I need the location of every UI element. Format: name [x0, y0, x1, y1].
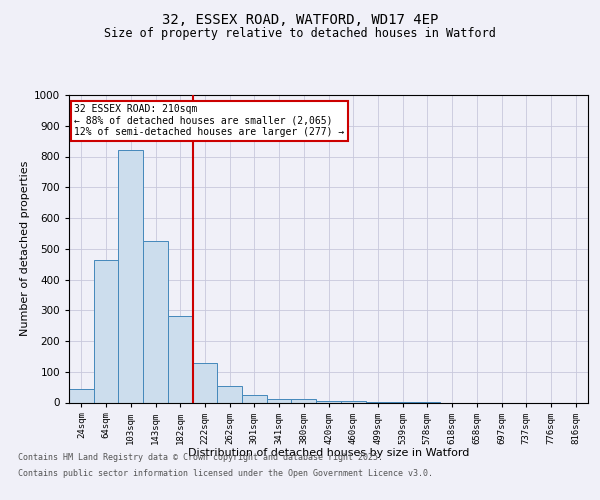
Bar [69, 388, 94, 402]
Text: Contains HM Land Registry data © Crown copyright and database right 2025.: Contains HM Land Registry data © Crown c… [18, 452, 383, 462]
Bar [242, 395, 267, 402]
Bar [143, 241, 168, 402]
X-axis label: Distribution of detached houses by size in Watford: Distribution of detached houses by size … [188, 448, 469, 458]
Bar [341, 401, 365, 402]
Bar [292, 399, 316, 402]
Bar [94, 260, 118, 402]
Bar [217, 386, 242, 402]
Bar [316, 401, 341, 402]
Text: 32 ESSEX ROAD: 210sqm
← 88% of detached houses are smaller (2,065)
12% of semi-d: 32 ESSEX ROAD: 210sqm ← 88% of detached … [74, 104, 344, 138]
Y-axis label: Number of detached properties: Number of detached properties [20, 161, 29, 336]
Bar [267, 400, 292, 402]
Bar [118, 150, 143, 402]
Text: Size of property relative to detached houses in Watford: Size of property relative to detached ho… [104, 28, 496, 40]
Text: Contains public sector information licensed under the Open Government Licence v3: Contains public sector information licen… [18, 469, 433, 478]
Text: 32, ESSEX ROAD, WATFORD, WD17 4EP: 32, ESSEX ROAD, WATFORD, WD17 4EP [162, 12, 438, 26]
Bar [168, 316, 193, 402]
Bar [193, 362, 217, 403]
